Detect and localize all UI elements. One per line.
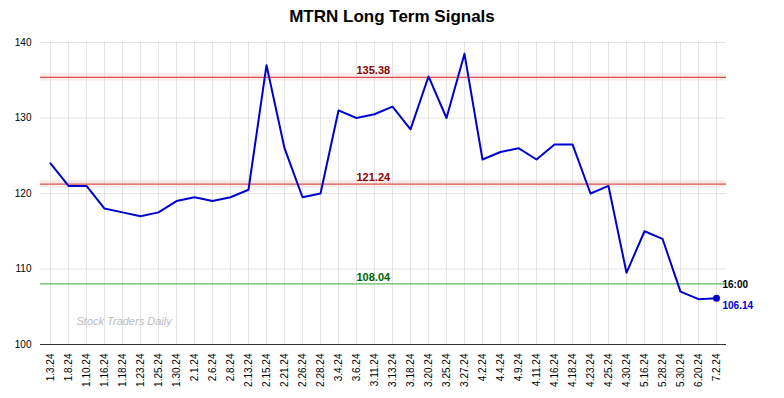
svg-text:2.13.24: 2.13.24 — [243, 353, 254, 387]
svg-text:2.26.24: 2.26.24 — [297, 353, 308, 387]
svg-text:4.30.24: 4.30.24 — [621, 353, 632, 387]
svg-text:1.16.24: 1.16.24 — [99, 353, 110, 387]
svg-text:1.8.24: 1.8.24 — [63, 353, 74, 381]
svg-text:108.04: 108.04 — [357, 271, 392, 283]
svg-text:3.20.24: 3.20.24 — [423, 353, 434, 387]
svg-text:4.23.24: 4.23.24 — [585, 353, 596, 387]
svg-text:2.15.24: 2.15.24 — [261, 353, 272, 387]
svg-text:2.6.24: 2.6.24 — [207, 353, 218, 381]
svg-text:4.11.24: 4.11.24 — [531, 353, 542, 386]
svg-text:110: 110 — [16, 263, 32, 274]
svg-text:120: 120 — [15, 188, 32, 199]
svg-text:1.30.24: 1.30.24 — [171, 353, 182, 387]
svg-text:4.2.24: 4.2.24 — [477, 353, 488, 381]
svg-text:7.2.24: 7.2.24 — [711, 353, 722, 381]
svg-text:3.27.24: 3.27.24 — [459, 353, 470, 387]
html-text:MTRN Long Term Signals: MTRN Long Term Signals — [289, 7, 495, 26]
svg-text:3.6.24: 3.6.24 — [351, 353, 362, 381]
svg-text:4.9.24: 4.9.24 — [513, 353, 524, 381]
svg-text:3.25.24: 3.25.24 — [441, 353, 452, 387]
svg-text:3.4.24: 3.4.24 — [333, 353, 344, 381]
svg-text:4.4.24: 4.4.24 — [495, 353, 506, 381]
svg-text:3.18.24: 3.18.24 — [405, 353, 416, 387]
svg-text:2.21.24: 2.21.24 — [279, 353, 290, 387]
svg-text:Stock Traders Daily: Stock Traders Daily — [77, 315, 174, 327]
svg-text:6.20.24: 6.20.24 — [693, 353, 704, 387]
svg-text:3.13.24: 3.13.24 — [387, 353, 398, 387]
svg-text:5.30.24: 5.30.24 — [675, 353, 686, 387]
svg-text:4.25.24: 4.25.24 — [603, 353, 614, 387]
svg-text:135.38: 135.38 — [357, 64, 391, 76]
svg-text:4.16.24: 4.16.24 — [549, 353, 560, 387]
svg-text:1.25.24: 1.25.24 — [153, 353, 164, 387]
svg-text:140: 140 — [15, 37, 32, 48]
svg-text:130: 130 — [15, 112, 32, 123]
svg-text:5.28.24: 5.28.24 — [657, 353, 668, 387]
svg-text:4.18.24: 4.18.24 — [567, 353, 578, 387]
svg-text:5.16.24: 5.16.24 — [639, 353, 650, 387]
svg-text:1.3.24: 1.3.24 — [45, 353, 56, 381]
svg-text:100: 100 — [15, 339, 32, 350]
svg-text:1.10.24: 1.10.24 — [81, 353, 92, 387]
svg-text:2.1.24: 2.1.24 — [189, 353, 200, 381]
svg-text:121.24: 121.24 — [357, 171, 392, 183]
svg-text:3.11.24: 3.11.24 — [369, 353, 380, 386]
svg-text:1.18.24: 1.18.24 — [117, 353, 128, 387]
svg-text:106.14: 106.14 — [723, 300, 754, 311]
svg-text:2.8.24: 2.8.24 — [225, 353, 236, 381]
svg-text:1.23.24: 1.23.24 — [135, 353, 146, 387]
svg-text:16:00: 16:00 — [723, 279, 749, 290]
svg-text:2.28.24: 2.28.24 — [315, 353, 326, 387]
